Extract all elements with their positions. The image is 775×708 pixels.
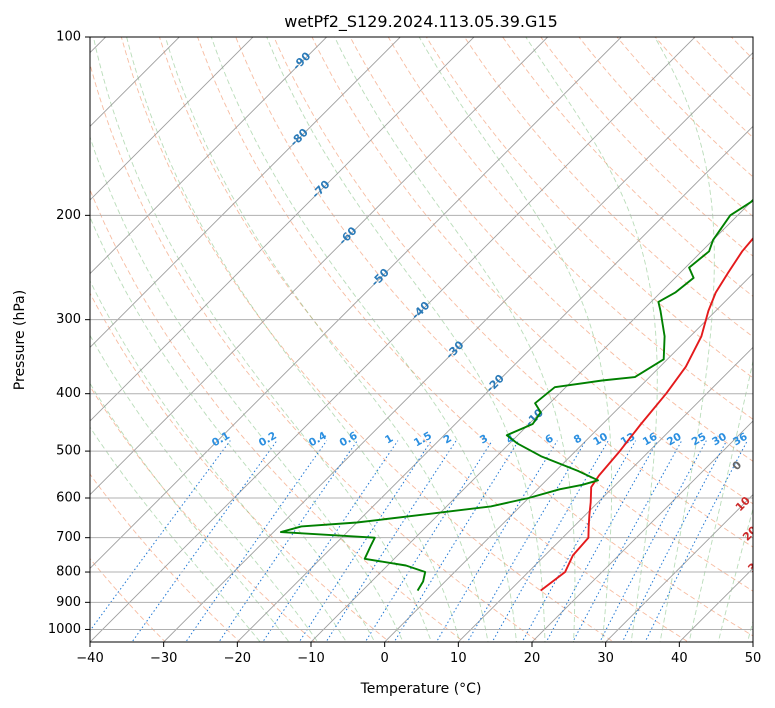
isotherm [90,37,696,642]
x-tick-label: −20 [224,651,251,666]
mixing-ratio-line [599,440,707,642]
isotherm [531,420,753,642]
x-tick-label: −30 [150,651,177,666]
mixing-ratio-line [325,440,457,642]
dry-adiabat [578,37,753,218]
chart-title: wetPf2_S129.2024.113.05.39.G15 [284,12,558,32]
dry-adiabat [349,37,753,462]
mixing-ratio-line [572,440,683,642]
isotherm [310,199,753,642]
y-tick-label: 600 [56,491,81,506]
y-tick-label: 700 [56,530,81,545]
mixing-ratio-line [298,440,432,642]
dry-adiabat [90,188,465,642]
mixing-ratio-line [521,440,637,642]
y-tick-label: 100 [56,30,81,45]
dry-adiabat [502,37,753,297]
dry-adiabat [273,37,753,548]
y-tick-label: 800 [56,565,81,580]
moist-adiabat [266,37,546,642]
isotherm [90,37,180,127]
y-tick-label: 400 [56,386,81,401]
isotherm [163,52,753,642]
moist-adiabat [90,216,376,642]
x-tick-label: 30 [597,651,614,666]
plot-frame [89,36,754,643]
x-tick-label: 0 [381,651,389,666]
moist-adiabat [717,506,753,642]
moist-adiabat [654,37,715,642]
y-tick-label: 500 [56,444,81,459]
isotherm [90,37,622,569]
isotherm [457,346,753,642]
y-tick-label: 300 [56,312,81,327]
isotherm [384,273,753,642]
dry-adiabat [540,37,753,257]
x-tick-label: 10 [450,651,467,666]
x-tick-label: −40 [76,651,103,666]
mixing-ratio-line [364,440,493,642]
dry-adiabat [616,37,753,178]
dry-adiabat [387,37,753,420]
dry-adiabat [90,292,391,642]
y-tick-label: 200 [56,208,81,223]
dry-adiabat [158,37,690,642]
isotherm [90,37,328,275]
dry-adiabat [463,37,753,338]
isotherm [605,494,753,642]
y-tick-label: 1000 [48,622,81,637]
profile-lines [279,198,753,592]
dry-adiabat [235,37,753,592]
y-tick-label: 900 [56,595,81,610]
mixing-ratio-line [131,440,278,642]
x-axis-label: Temperature (°C) [360,681,482,697]
dry-adiabat [90,62,540,642]
isotherm [90,37,475,422]
dry-adiabat [90,385,316,642]
isotherm [236,125,753,642]
temperature-line [540,236,753,592]
x-tick-label: 20 [524,651,541,666]
x-tick-label: −10 [297,651,324,666]
pressure-gridlines [90,37,753,630]
isotherm [90,37,254,201]
y-axis: 100 200 300 400 500 600 700 800 900 1000 [48,30,90,637]
moist-adiabat-label: 30 [745,555,765,575]
x-tick-label: 50 [745,651,762,666]
y-axis-label: Pressure (hPa) [12,290,28,390]
moist-adiabat [90,334,319,642]
mixing-ratio-line [644,440,748,642]
mixing-ratio-line [435,440,558,642]
dry-adiabat [311,37,753,505]
dry-adiabat [425,37,753,379]
isotherm [90,37,549,496]
mixing-ratio-line [621,440,728,642]
mixing-ratio-line [491,440,609,642]
dry-adiabat [197,37,753,637]
mixing-ratio-line [545,440,659,642]
isotherm [90,37,401,348]
x-tick-label: 40 [671,651,688,666]
mixing-ratio-line [262,440,399,642]
dewpoint-line [279,198,753,592]
x-axis: −40 −30 −20 −10 0 10 20 30 40 50 [76,642,761,666]
